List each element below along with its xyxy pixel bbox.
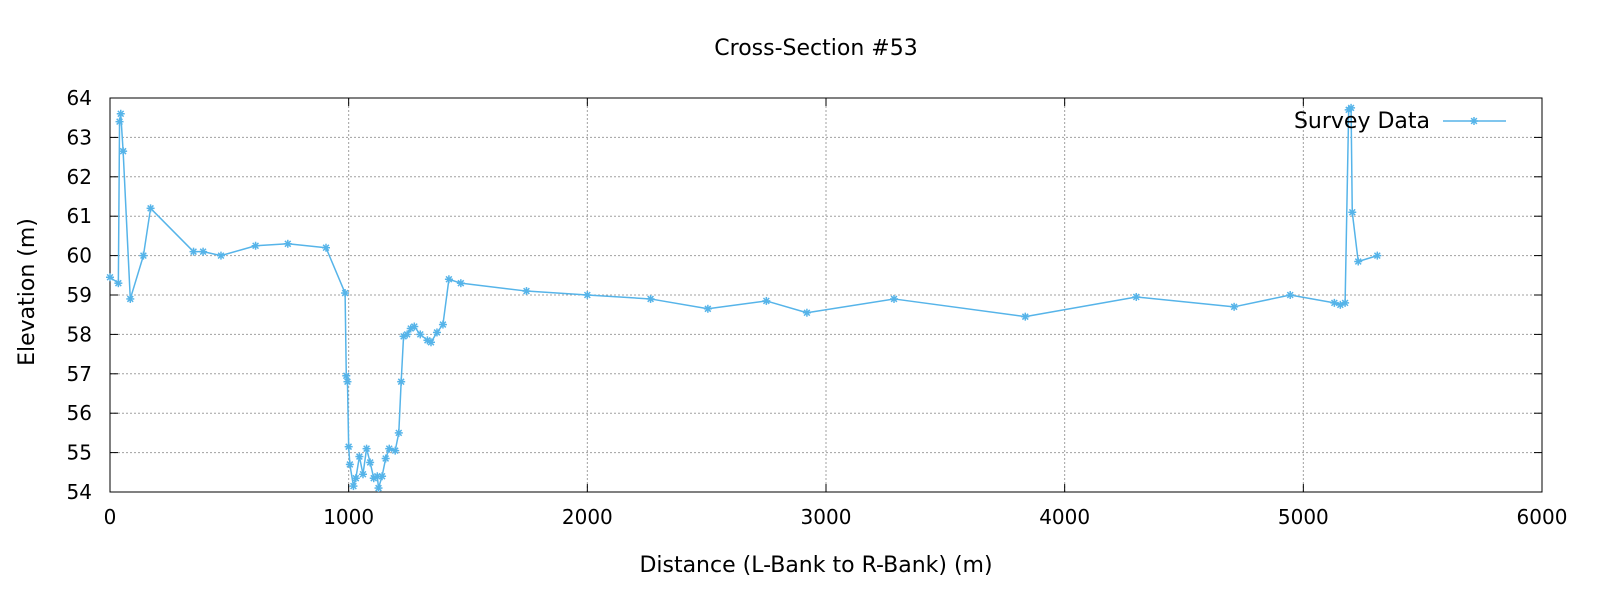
data-point	[394, 428, 403, 437]
x-axis-label: Distance (L-Bank to R-Bank) (m)	[639, 553, 992, 578]
legend: Survey Data	[1294, 109, 1506, 134]
x-tick-label: 2000	[562, 505, 613, 529]
legend-marker-icon	[1470, 117, 1478, 125]
data-point	[199, 247, 208, 256]
y-tick-label: 57	[67, 362, 92, 386]
grid	[110, 98, 1542, 492]
data-point	[116, 109, 125, 118]
y-tick-label: 59	[67, 283, 92, 307]
data-point	[378, 472, 387, 481]
data-point	[343, 377, 352, 386]
data-point	[115, 117, 124, 126]
data-point	[366, 458, 375, 467]
data-point	[432, 328, 441, 337]
data-point	[1132, 292, 1141, 301]
data-point	[703, 304, 712, 313]
y-tick-label: 61	[67, 204, 92, 228]
data-point	[139, 251, 148, 260]
data-point	[362, 444, 371, 453]
data-point	[890, 294, 899, 303]
data-point	[216, 251, 225, 260]
data-point	[119, 147, 128, 156]
data-point	[351, 474, 360, 483]
legend-label: Survey Data	[1294, 109, 1430, 134]
data-point	[1348, 208, 1357, 217]
data-point	[583, 291, 592, 299]
y-tick-label: 60	[67, 244, 92, 268]
data-point	[410, 322, 419, 331]
data-point	[444, 275, 453, 284]
x-tick-label: 5000	[1278, 505, 1329, 529]
data-point	[802, 308, 811, 317]
data-point	[251, 241, 260, 250]
y-tick-label: 63	[67, 125, 92, 149]
y-tick-label: 55	[67, 441, 92, 465]
data-point	[342, 371, 351, 380]
data-point	[1021, 312, 1030, 321]
data-point	[114, 279, 123, 288]
data-point	[391, 446, 400, 455]
data-point	[283, 239, 292, 248]
x-tick-label: 4000	[1039, 505, 1090, 529]
y-axis-label: Elevation (m)	[15, 218, 40, 366]
x-tick-label: 3000	[801, 505, 852, 529]
series-line	[109, 107, 1378, 489]
data-point	[358, 470, 367, 479]
data-point	[646, 294, 655, 303]
data-point	[355, 452, 364, 461]
data-point	[1230, 302, 1239, 311]
x-tick-label: 1000	[323, 505, 374, 529]
data-point	[106, 273, 114, 282]
data-point	[403, 330, 412, 339]
y-tick-label: 56	[67, 401, 92, 425]
axis-ticks: 0 1000 2000 3000 4000 5000 6000 54 55 56 57 58 59 60 6…	[67, 86, 1568, 529]
series-layer	[106, 103, 1382, 493]
data-point	[344, 442, 353, 451]
data-point	[1373, 251, 1382, 260]
x-tick-label: 0	[104, 505, 117, 529]
data-point	[1347, 103, 1356, 112]
data-point	[374, 484, 383, 493]
data-point	[381, 454, 390, 463]
data-point	[189, 247, 198, 256]
data-point	[456, 279, 465, 288]
data-point	[1341, 298, 1350, 307]
data-point	[1286, 291, 1295, 299]
data-point	[349, 482, 358, 491]
data-point	[1330, 298, 1339, 307]
x-tick-label: 6000	[1517, 505, 1568, 529]
data-point	[522, 287, 531, 296]
data-point	[341, 289, 350, 298]
legend-marker	[1470, 117, 1478, 125]
data-point	[146, 204, 155, 213]
data-point	[126, 294, 135, 303]
data-point	[397, 377, 406, 386]
data-point	[762, 296, 771, 305]
data-point	[321, 243, 330, 252]
y-tick-label: 64	[67, 86, 92, 110]
y-tick-label: 54	[67, 480, 92, 504]
y-tick-label: 58	[67, 322, 92, 346]
chart-title: Cross-Section #53	[714, 36, 917, 61]
data-point	[427, 338, 436, 347]
data-point	[385, 444, 394, 453]
y-tick-label: 62	[67, 165, 92, 189]
data-point	[345, 460, 354, 469]
data-point	[416, 330, 425, 339]
data-point	[1354, 257, 1363, 266]
data-point	[438, 320, 447, 329]
